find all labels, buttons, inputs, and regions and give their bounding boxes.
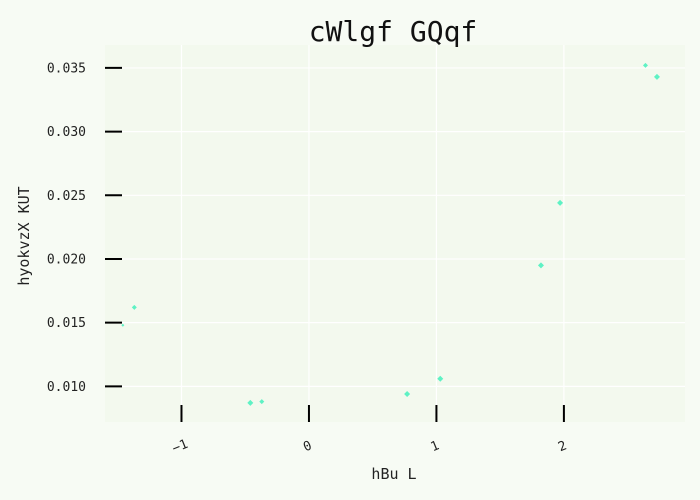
y-tick-label: 0.035 <box>47 61 86 76</box>
data-point <box>259 399 265 405</box>
data-point <box>537 262 544 269</box>
data-point <box>437 375 444 382</box>
data-point <box>121 323 125 327</box>
chart-title: cWlgf GQqf <box>309 15 478 48</box>
grid-lines <box>105 45 685 422</box>
x-tick-label: −1 <box>170 437 190 457</box>
y-tick-label: 0.020 <box>47 252 86 267</box>
x-tick-label: 2 <box>556 438 569 455</box>
data-point <box>653 73 660 80</box>
y-tick-label: 0.010 <box>47 380 86 395</box>
data-point <box>131 304 137 310</box>
data-points <box>121 62 660 406</box>
data-point <box>247 399 254 406</box>
x-tick-label: 1 <box>429 438 442 455</box>
data-point <box>404 390 411 397</box>
data-point <box>557 199 564 206</box>
x-axis-label: hBu L <box>371 465 416 483</box>
y-tick-label: 0.015 <box>47 316 86 331</box>
y-tick-label: 0.030 <box>47 125 86 140</box>
y-tick-label: 0.025 <box>47 189 86 204</box>
plot-background <box>105 45 685 422</box>
x-tick-label: 0 <box>301 438 314 455</box>
data-point <box>642 62 648 68</box>
y-axis-label: hyokvzX KUT <box>15 186 33 285</box>
